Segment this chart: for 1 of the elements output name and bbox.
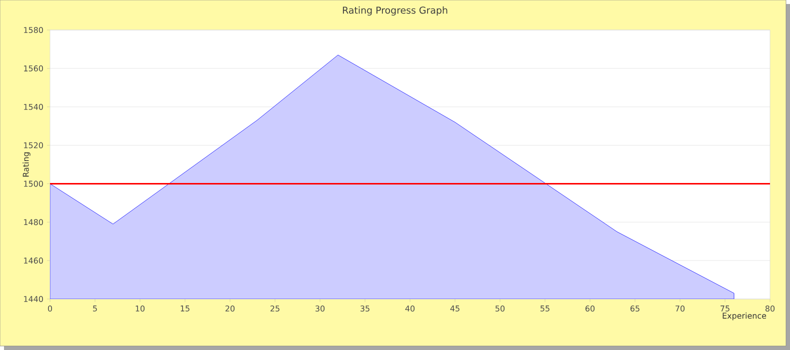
chart-title: Rating Progress Graph — [342, 6, 448, 16]
